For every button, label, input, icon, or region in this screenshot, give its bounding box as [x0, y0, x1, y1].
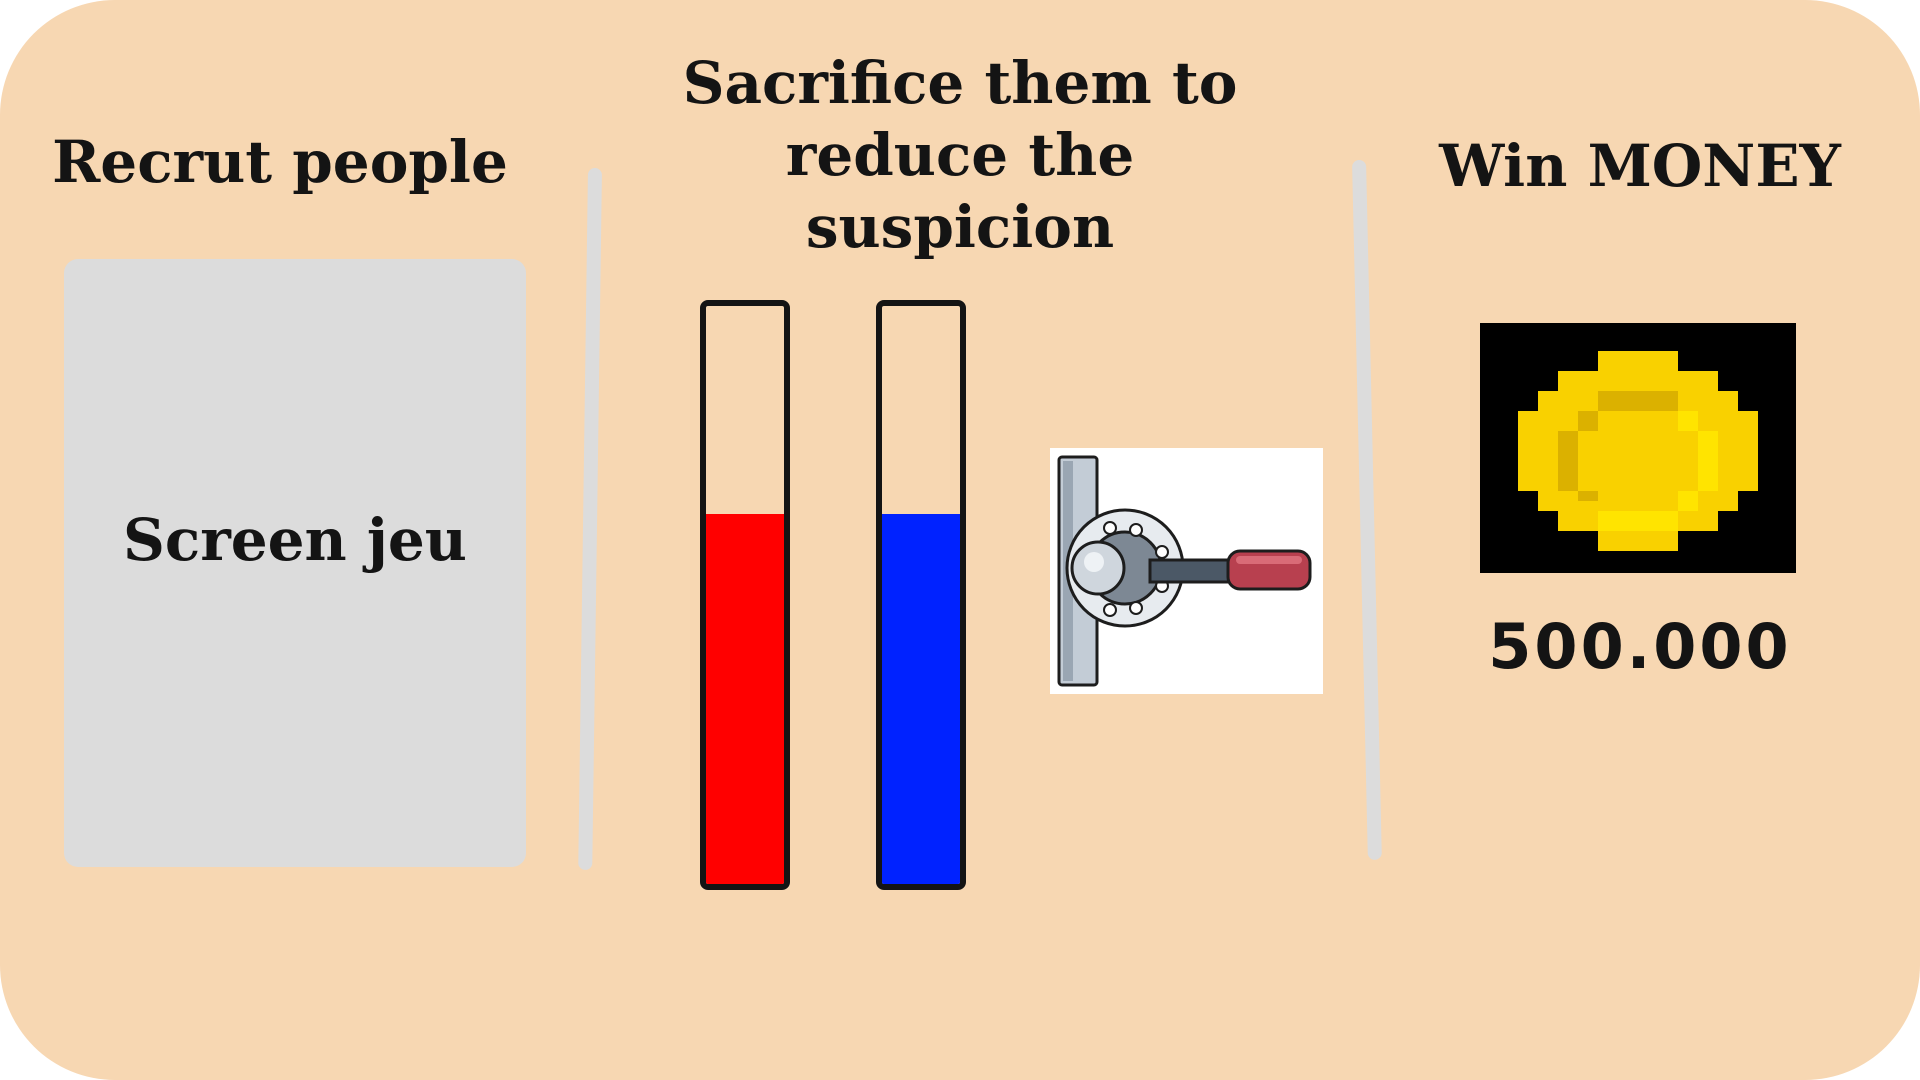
section-divider-right — [1352, 159, 1382, 860]
game-screen-label: Screen jeu — [123, 506, 467, 574]
suspicion-gauge-blue — [876, 300, 966, 890]
suspicion-gauge-red — [700, 300, 790, 890]
coin-panel — [1480, 323, 1796, 573]
gold-coin-icon — [1518, 351, 1758, 551]
section-divider-left — [578, 167, 602, 871]
money-amount: 500.000 — [1488, 610, 1792, 683]
sacrifice-title: Sacrifice them to reduce the suspicion — [682, 49, 1238, 261]
gauge-fill-blue — [882, 514, 960, 884]
game-screen-placeholder[interactable]: Screen jeu — [64, 259, 526, 867]
gauge-fill-red — [706, 514, 784, 884]
recruit-title: Recrut people — [52, 128, 508, 196]
money-title: Win MONEY — [1439, 132, 1841, 200]
sacrifice-lever[interactable] — [1050, 448, 1323, 694]
lever-switch-icon — [1057, 455, 1312, 687]
